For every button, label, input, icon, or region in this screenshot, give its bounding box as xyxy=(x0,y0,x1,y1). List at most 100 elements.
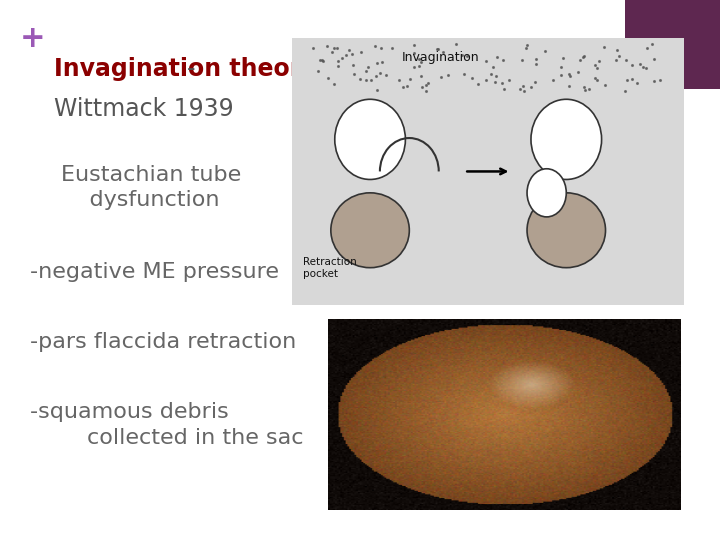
Point xyxy=(456,51,468,59)
Point xyxy=(611,56,622,65)
Point xyxy=(634,59,645,68)
Point xyxy=(613,52,625,61)
Point xyxy=(461,52,472,60)
Point xyxy=(415,58,427,66)
Point xyxy=(467,73,478,82)
Point xyxy=(337,53,348,62)
Point xyxy=(618,87,630,96)
Point xyxy=(504,76,516,85)
Point xyxy=(401,82,413,90)
Ellipse shape xyxy=(531,99,602,179)
Point xyxy=(346,50,358,58)
Point xyxy=(394,75,405,84)
Point xyxy=(647,39,658,48)
Point xyxy=(376,44,387,52)
Point xyxy=(380,71,392,79)
Point xyxy=(487,63,498,71)
Ellipse shape xyxy=(527,193,606,268)
Point xyxy=(600,81,611,90)
Point xyxy=(556,62,567,71)
Bar xyxy=(625,0,720,89)
Point xyxy=(557,53,569,62)
Point xyxy=(374,69,386,77)
Point xyxy=(340,50,351,59)
Point xyxy=(579,86,590,95)
Point xyxy=(369,42,381,50)
Point xyxy=(432,44,444,53)
Point xyxy=(480,76,491,84)
Text: Eustachian tube
    dysfunction: Eustachian tube dysfunction xyxy=(61,165,241,210)
Point xyxy=(348,69,360,78)
Point xyxy=(529,78,541,86)
Point xyxy=(521,40,533,49)
Point xyxy=(517,82,528,90)
Point xyxy=(539,47,551,56)
Point xyxy=(366,76,377,84)
Point xyxy=(531,55,542,64)
Text: Retraction
pocket: Retraction pocket xyxy=(303,257,357,279)
Point xyxy=(423,79,434,88)
Point xyxy=(332,62,343,70)
Point xyxy=(591,75,603,84)
Point xyxy=(572,68,584,77)
Point xyxy=(451,40,462,49)
Point xyxy=(413,55,425,63)
Point xyxy=(491,53,503,62)
Point xyxy=(361,66,372,75)
Point xyxy=(648,76,660,85)
Ellipse shape xyxy=(527,169,567,217)
Point xyxy=(648,55,660,63)
Point xyxy=(598,43,610,51)
Point xyxy=(332,44,343,52)
Point xyxy=(322,73,333,82)
Point xyxy=(355,75,366,84)
Text: Invagination: Invagination xyxy=(402,51,479,64)
Point xyxy=(518,86,529,95)
Point xyxy=(472,79,484,88)
Text: -pars flaccida retraction: -pars flaccida retraction xyxy=(30,332,297,352)
Point xyxy=(438,48,449,57)
Point xyxy=(563,82,575,91)
Point xyxy=(408,49,419,57)
Point xyxy=(307,44,319,52)
Ellipse shape xyxy=(335,99,405,179)
Point xyxy=(591,63,603,72)
Point xyxy=(578,52,590,60)
Point xyxy=(318,57,329,65)
Point xyxy=(386,44,397,53)
Point xyxy=(564,72,575,80)
Point xyxy=(626,61,638,70)
Ellipse shape xyxy=(331,193,410,268)
Point xyxy=(589,73,600,82)
Point xyxy=(577,53,589,62)
Point xyxy=(333,57,344,65)
Point xyxy=(355,48,366,56)
Point xyxy=(362,63,374,71)
Point xyxy=(408,40,420,49)
Text: +: + xyxy=(20,24,46,53)
Point xyxy=(526,83,537,92)
Point xyxy=(547,76,559,84)
Point xyxy=(420,80,432,89)
Point xyxy=(348,60,359,69)
Point xyxy=(409,63,420,72)
Point xyxy=(371,58,382,67)
Text: Invagination theory: Invagination theory xyxy=(54,57,317,80)
Text: Wittmack 1939: Wittmack 1939 xyxy=(54,97,233,121)
Point xyxy=(370,71,382,80)
Point xyxy=(435,72,446,81)
Point xyxy=(413,62,424,71)
Point xyxy=(361,76,372,85)
Point xyxy=(555,71,567,79)
Point xyxy=(405,75,416,83)
Point xyxy=(530,59,541,68)
Point xyxy=(582,85,594,94)
Point xyxy=(343,46,355,55)
Point xyxy=(312,67,324,76)
Point xyxy=(431,45,443,53)
Point xyxy=(490,71,502,80)
Point xyxy=(642,44,653,52)
Text: -: - xyxy=(186,57,195,80)
Point xyxy=(626,74,637,83)
Point xyxy=(515,84,526,93)
